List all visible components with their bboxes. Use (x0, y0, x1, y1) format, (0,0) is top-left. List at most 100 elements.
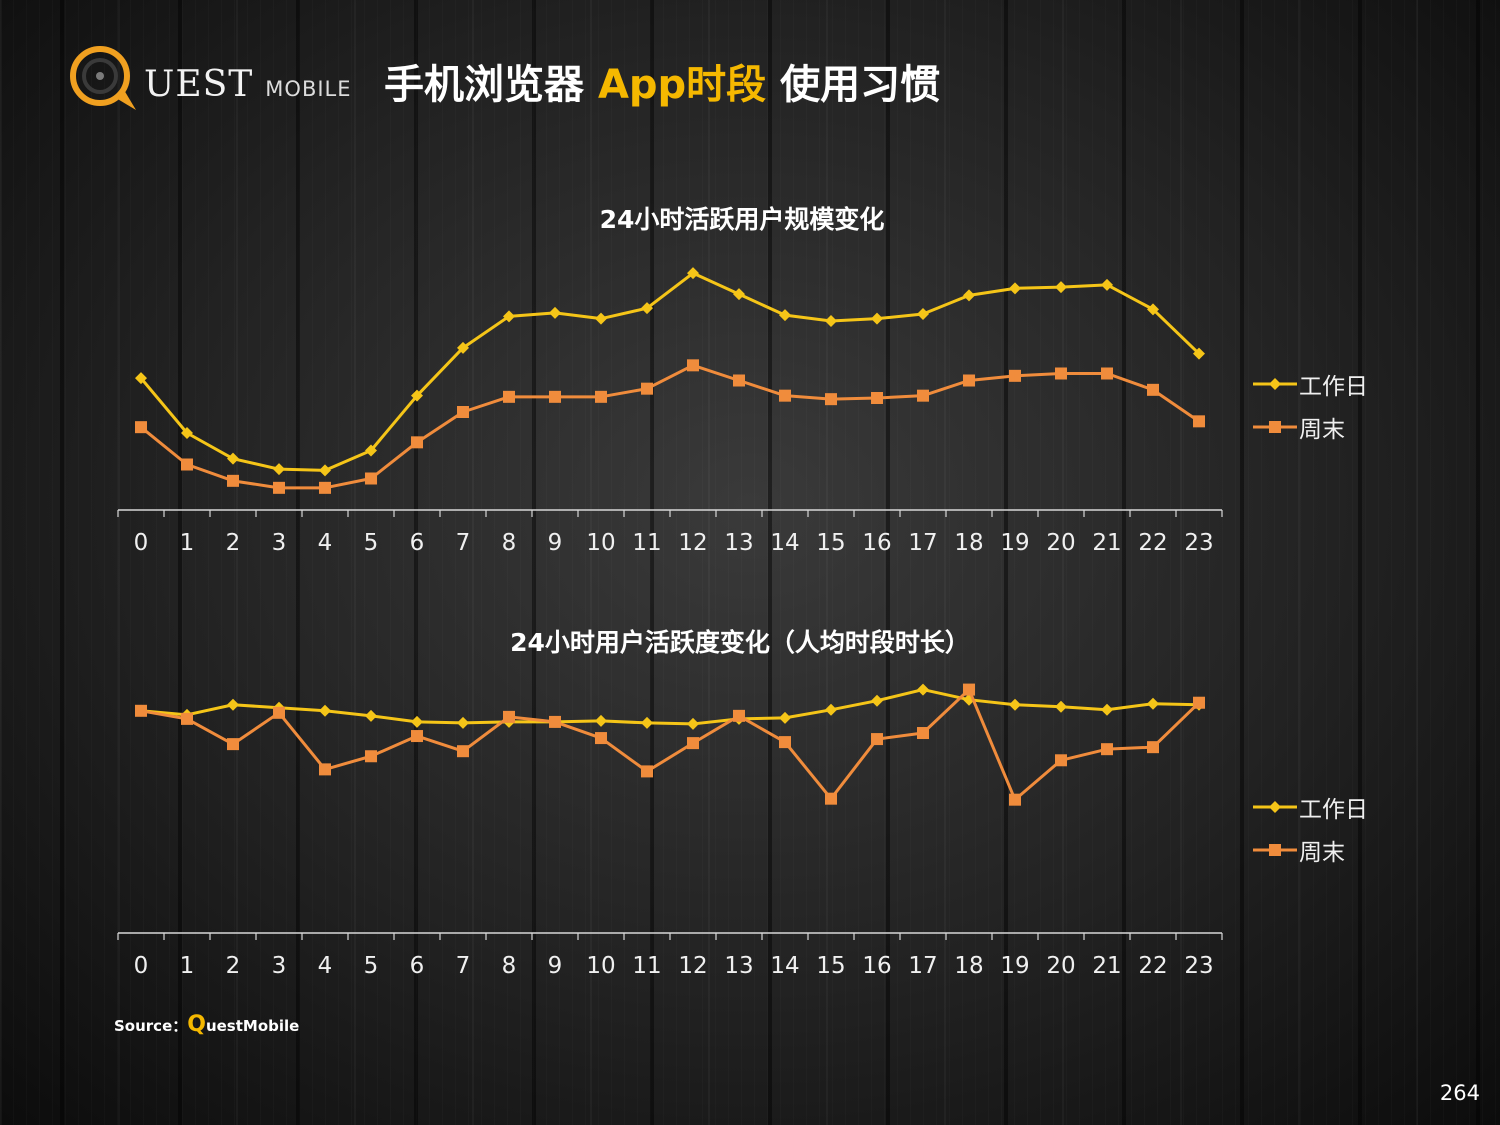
x-tick-label: 12 (678, 953, 707, 979)
data-point-weekend (917, 727, 929, 740)
data-point-workday (273, 463, 285, 476)
data-point-workday (687, 717, 699, 730)
x-tick-label: 15 (816, 530, 845, 556)
data-point-weekend (457, 406, 469, 418)
x-tick-label: 23 (1184, 530, 1213, 556)
legend-label: 周末 (1299, 416, 1345, 443)
data-point-weekend (871, 392, 883, 404)
data-point-weekend (549, 715, 561, 728)
x-tick-label: 10 (586, 530, 615, 556)
data-point-workday (1055, 281, 1067, 294)
data-point-weekend (365, 750, 377, 763)
data-point-workday (779, 711, 791, 724)
data-point-weekend (779, 736, 791, 749)
data-point-weekend (457, 745, 469, 758)
x-tick-label: 1 (180, 953, 195, 979)
data-point-workday (227, 452, 239, 465)
x-tick-label: 3 (272, 953, 287, 979)
data-point-workday (1009, 698, 1021, 711)
x-tick-label: 1 (180, 530, 195, 556)
data-point-workday (365, 709, 377, 722)
data-point-weekend (733, 709, 745, 722)
data-point-workday (871, 694, 883, 707)
x-tick-label: 7 (456, 530, 471, 556)
legend-square-icon (1253, 843, 1297, 856)
x-tick-label: 13 (724, 953, 753, 979)
data-point-workday (1009, 282, 1021, 295)
data-point-workday (1101, 278, 1113, 291)
data-point-weekend (411, 436, 423, 449)
data-point-weekend (963, 683, 975, 696)
logo-q-icon (70, 46, 136, 110)
x-tick-label: 22 (1138, 530, 1167, 556)
data-point-weekend (227, 474, 239, 487)
chart2-title: 24小时用户活跃度变化（人均时段时长） (510, 628, 970, 657)
chart1-legend: 工作日 周末 (1253, 362, 1368, 448)
data-point-weekend (1055, 367, 1067, 380)
series-line-workday (140, 688, 1200, 726)
data-point-workday (1101, 703, 1113, 716)
legend-diamond-icon (1253, 377, 1297, 390)
source-note: Source：QuestMobile (114, 1012, 300, 1037)
legend-label: 工作日 (1299, 796, 1368, 823)
x-tick-label: 17 (908, 530, 937, 556)
x-tick-label: 20 (1046, 953, 1075, 979)
data-point-workday (1147, 697, 1159, 710)
x-tick-label: 23 (1184, 953, 1213, 979)
legend-label: 工作日 (1299, 373, 1368, 400)
x-tick-label: 13 (724, 530, 753, 556)
data-point-workday (687, 267, 699, 280)
x-tick-label: 8 (502, 953, 517, 979)
data-point-weekend (1147, 383, 1159, 396)
data-point-weekend (1101, 743, 1113, 756)
data-point-weekend (181, 458, 193, 471)
data-point-workday (319, 464, 331, 477)
data-point-weekend (1009, 793, 1021, 806)
data-point-weekend (779, 389, 791, 402)
data-point-workday (733, 288, 745, 301)
x-tick-label: 18 (954, 530, 983, 556)
data-point-weekend (1055, 754, 1067, 767)
data-point-weekend (687, 359, 699, 372)
legend-item-workday: 工作日 (1253, 785, 1368, 828)
data-point-weekend (687, 737, 699, 750)
data-point-workday (825, 703, 837, 716)
x-tick-label: 10 (586, 953, 615, 979)
legend-square-icon (1253, 420, 1297, 433)
data-point-workday (1055, 700, 1067, 713)
x-tick-label: 4 (318, 953, 333, 979)
data-point-workday (181, 427, 193, 439)
page-title: 手机浏览器 App时段 使用习惯 (384, 62, 941, 108)
x-tick-label: 14 (770, 530, 799, 556)
x-tick-label: 2 (226, 953, 241, 979)
data-point-weekend (503, 710, 515, 723)
data-point-weekend (825, 792, 837, 805)
data-point-workday (1193, 347, 1205, 360)
page-number: 264 (1439, 1081, 1480, 1105)
data-point-workday (871, 312, 883, 325)
data-point-weekend (319, 763, 331, 776)
data-point-workday (917, 683, 929, 696)
x-tick-label: 6 (410, 530, 425, 556)
x-tick-label: 9 (548, 530, 563, 556)
x-tick-label: 15 (816, 953, 845, 979)
data-point-weekend (825, 393, 837, 406)
legend-item-weekend: 周末 (1253, 405, 1368, 448)
data-point-weekend (503, 390, 515, 403)
x-tick-label: 14 (770, 953, 799, 979)
data-point-workday (227, 698, 239, 711)
data-point-weekend (273, 481, 285, 494)
data-point-weekend (181, 712, 193, 725)
x-tick-label: 9 (548, 953, 563, 979)
x-tick-label: 16 (862, 953, 891, 979)
legend-item-weekend: 周末 (1253, 828, 1368, 871)
legend-label: 周末 (1299, 839, 1345, 866)
x-tick-label: 22 (1138, 953, 1167, 979)
data-point-weekend (319, 481, 331, 494)
x-tick-label: 5 (364, 953, 379, 979)
chart2-legend: 工作日 周末 (1253, 785, 1368, 871)
data-point-workday (963, 289, 975, 302)
data-point-weekend (641, 765, 653, 778)
series-line-workday (139, 271, 1201, 472)
x-tick-label: 7 (456, 953, 471, 979)
